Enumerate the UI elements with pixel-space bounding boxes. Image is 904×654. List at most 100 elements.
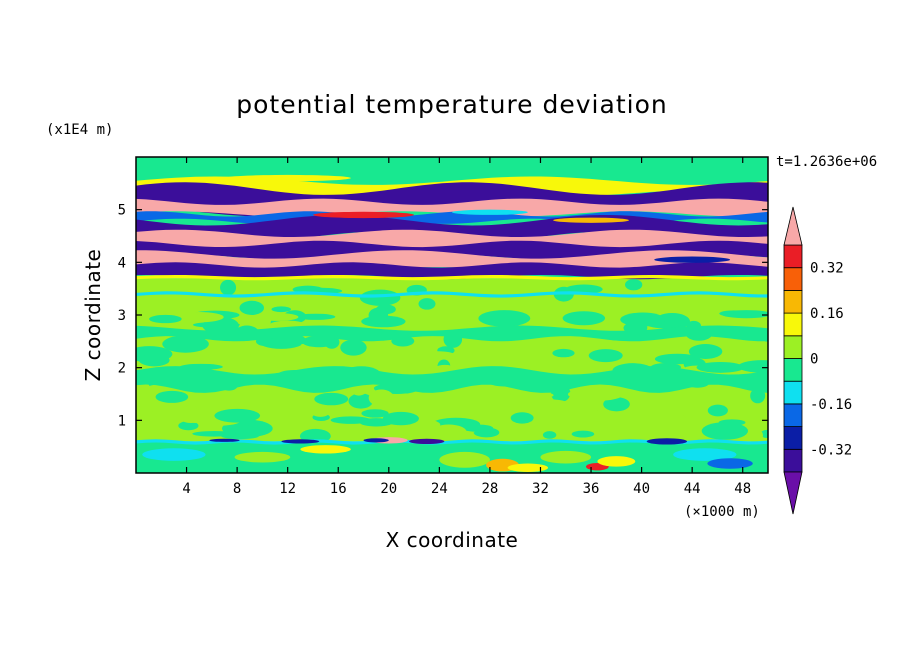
mid-speckle: [654, 353, 700, 365]
mid-speckle: [249, 352, 276, 359]
mid-speckle: [625, 279, 643, 291]
y-axis-ticks: 1 2 3 4 5: [118, 203, 768, 429]
mid-speckle: [162, 335, 209, 353]
low-level-blob: [209, 438, 240, 442]
x-tick-label: 28: [481, 481, 498, 497]
low-level-blob: [234, 451, 291, 463]
y-tick-label: 3: [118, 308, 126, 324]
mid-speckle: [382, 411, 419, 426]
colorbar-label: -0.32: [810, 442, 852, 458]
mid-speckle: [269, 348, 296, 357]
x-axis-unit: (×1000 m): [684, 504, 760, 520]
low-level-blob: [142, 448, 206, 461]
colorbar: 0.32 0.16 0 -0.16 -0.32: [783, 206, 852, 515]
mid-speckle: [478, 344, 497, 355]
mid-speckle: [567, 388, 621, 400]
mid-speckle: [330, 416, 372, 424]
low-level-blob: [281, 439, 320, 444]
y-axis-unit: (x1E4 m): [46, 122, 113, 138]
y-axis-label: Z coordinate: [81, 249, 105, 382]
time-stamp: t=1.2636e+06: [776, 154, 877, 170]
upper-red-blob: [312, 211, 415, 219]
mid-speckle: [721, 310, 768, 319]
mid-speckle: [571, 430, 595, 438]
x-tick-label: 8: [233, 481, 241, 497]
colorbar-swatch: [783, 426, 803, 450]
mid-speckle: [696, 361, 745, 373]
mid-speckle: [239, 300, 264, 315]
mid-speckle: [178, 421, 199, 431]
x-tick-label: 20: [380, 481, 397, 497]
y-tick-label: 4: [118, 255, 126, 271]
colorbar-swatch: [783, 244, 803, 269]
mid-speckle: [368, 389, 394, 407]
mid-speckle: [173, 311, 224, 323]
mid-speckle: [214, 408, 261, 423]
colorbar-extend-min: [783, 471, 803, 515]
mid-speckle: [257, 313, 299, 321]
colorbar-swatch: [783, 267, 803, 291]
mid-speckle: [620, 312, 666, 327]
colorbar-extend-max: [783, 206, 803, 246]
chart-title: potential temperature deviation: [236, 90, 667, 119]
colorbar-label: 0: [810, 352, 818, 368]
low-level-blob: [507, 463, 549, 472]
y-tick-label: 1: [118, 413, 126, 429]
mid-speckle: [603, 397, 630, 412]
mid-speckle: [542, 431, 557, 439]
mid-speckle: [139, 354, 170, 367]
mid-speckle: [192, 431, 237, 437]
low-level-blob: [409, 438, 445, 445]
mid-speckle: [408, 314, 435, 332]
mid-speckle: [527, 399, 573, 414]
mid-speckle: [738, 360, 768, 373]
upper-purple: [136, 262, 768, 280]
contour-field: [136, 157, 768, 473]
mid-speckle: [314, 392, 349, 406]
mid-speckle: [418, 298, 436, 310]
mid-speckle: [746, 428, 763, 443]
low-level-blob: [673, 448, 737, 461]
upper-cyan-blob: [452, 209, 528, 215]
mid-speckle: [682, 402, 695, 419]
mid-speckle: [220, 279, 237, 296]
mid-speckle: [688, 344, 723, 359]
colorbar-swatch: [783, 289, 803, 314]
y-tick-label: 5: [118, 203, 126, 219]
y-tick-label: 2: [118, 361, 126, 377]
mid-speckle: [701, 422, 749, 440]
mid-speckle: [562, 311, 606, 326]
mid-speckle: [552, 348, 575, 358]
x-tick-label: 36: [583, 481, 600, 497]
mid-speckle: [149, 314, 182, 324]
mid-speckle: [588, 349, 623, 363]
mid-speckle: [155, 390, 189, 403]
mid-seafoam-band: [136, 366, 768, 393]
x-axis-label: X coordinate: [386, 528, 519, 552]
low-level-blob: [300, 445, 351, 454]
upper-orange-blob: [553, 217, 629, 223]
x-tick-label: 40: [633, 481, 650, 497]
low-level-blob: [540, 450, 592, 464]
mid-speckle: [292, 285, 324, 294]
low-level-blob: [646, 438, 688, 445]
mid-speckle: [271, 306, 291, 313]
upper-yellow-blob: [224, 174, 351, 182]
mid-speckle: [478, 310, 531, 327]
upper-pink: [136, 229, 768, 249]
mid-speckle: [413, 351, 454, 358]
mid-speckle: [526, 392, 554, 399]
upper-yellow: [136, 275, 768, 281]
mid-speckle: [311, 407, 330, 417]
colorbar-label: 0.32: [810, 261, 844, 277]
colorbar-swatch: [783, 335, 803, 359]
colorbar-label: -0.16: [810, 397, 852, 413]
colorbar-swatch: [783, 312, 803, 337]
x-tick-label: 4: [182, 481, 190, 497]
mid-speckle: [361, 409, 389, 418]
mid-speckle: [301, 335, 337, 348]
x-axis-ticks: 4 8 12 16 20 24 28 32 36 40 44 48: [182, 157, 751, 497]
colorbar-swatch: [783, 380, 803, 405]
colorbar-swatch: [783, 358, 803, 382]
